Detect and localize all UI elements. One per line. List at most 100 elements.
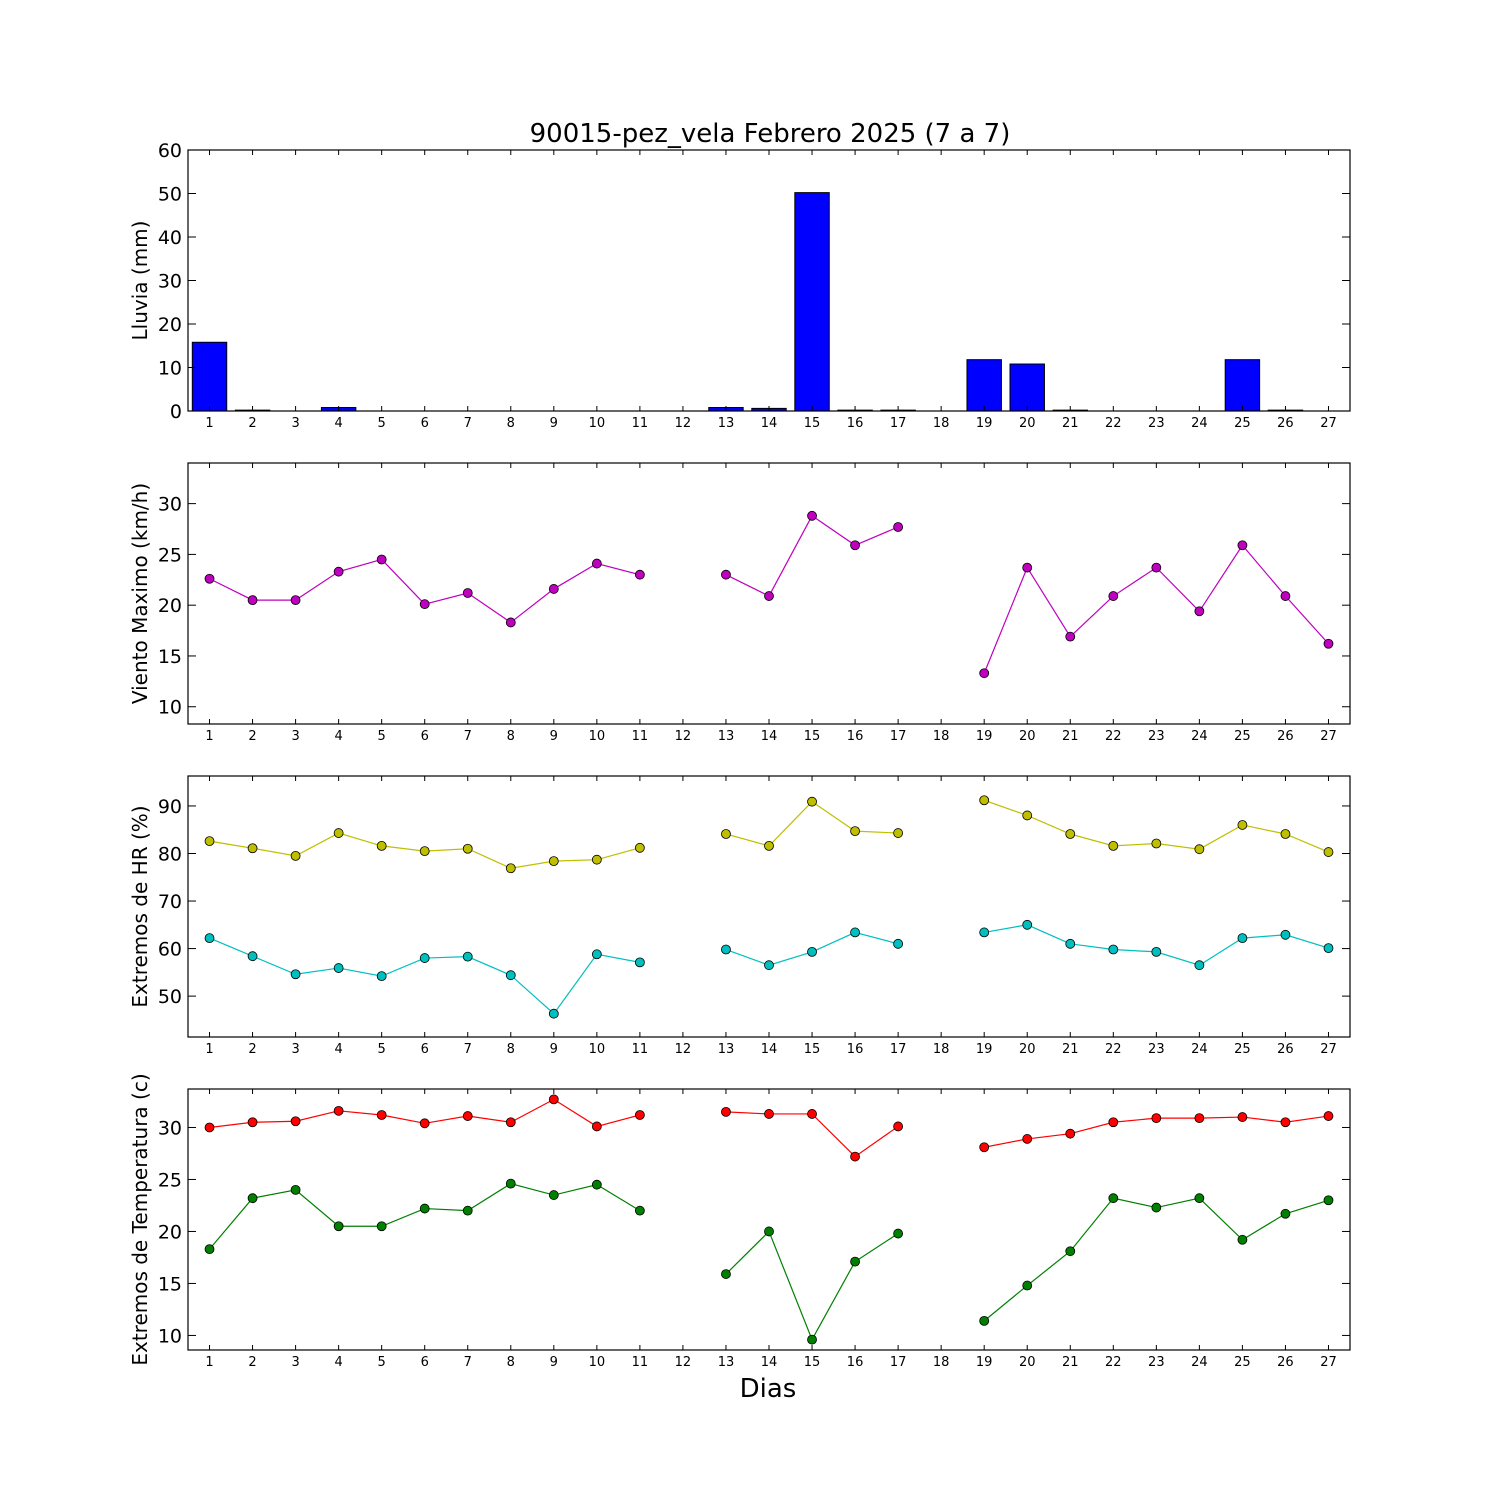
x-tick-label: 11 bbox=[632, 1355, 649, 1370]
chart-panel-2: 1 2 3 4 5 6 7 8 9 10 11 12 13 14 15 16 17 18 19 20 21 22 23 24 2… bbox=[128, 462, 1351, 744]
axes-frame bbox=[187, 775, 1351, 1038]
x-tick-label: 27 bbox=[1320, 729, 1337, 744]
x-tick-label: 19 bbox=[976, 729, 993, 744]
x-tick-label: 14 bbox=[761, 729, 778, 744]
series-1-point-day-24 bbox=[1194, 606, 1205, 617]
series-1-point-day-20 bbox=[1022, 1134, 1033, 1144]
x-tick-label: 24 bbox=[1191, 1355, 1208, 1370]
x-tick-label: 1 bbox=[205, 1042, 213, 1057]
series-2-line bbox=[983, 1197, 1329, 1322]
x-tick-label: 8 bbox=[507, 416, 515, 431]
series-1-point-day-2 bbox=[247, 595, 258, 605]
y-tick-label: 60 bbox=[158, 939, 182, 961]
series-1-point-day-9 bbox=[548, 1094, 559, 1105]
y-tick-label: 40 bbox=[158, 227, 182, 249]
series-1-point-day-9 bbox=[548, 856, 559, 866]
x-tick-label: 12 bbox=[675, 729, 692, 744]
x-tick-label: 15 bbox=[804, 416, 821, 431]
series-1-point-day-17 bbox=[893, 522, 904, 532]
axes-frame bbox=[187, 1088, 1351, 1351]
x-tick-label: 24 bbox=[1191, 416, 1208, 431]
series-2-point-day-21 bbox=[1065, 1246, 1076, 1257]
x-tick-label: 16 bbox=[847, 1355, 864, 1370]
series-1-point-day-13 bbox=[721, 1106, 731, 1117]
series-1-point-day-7 bbox=[462, 1111, 473, 1121]
series-2-point-day-16 bbox=[850, 927, 860, 938]
bar-day-15 bbox=[794, 192, 830, 412]
x-tick-label: 8 bbox=[507, 1042, 515, 1057]
series-2-point-day-14 bbox=[764, 960, 774, 971]
x-tick-label: 26 bbox=[1277, 416, 1294, 431]
series-1-point-day-10 bbox=[591, 558, 602, 569]
series-1-point-day-25 bbox=[1237, 1112, 1248, 1122]
series-1-point-day-27 bbox=[1323, 847, 1334, 857]
series-2-point-day-3 bbox=[290, 969, 301, 980]
series-1-point-day-19 bbox=[979, 795, 990, 806]
x-tick-label: 27 bbox=[1320, 1042, 1337, 1057]
x-tick-label: 17 bbox=[890, 1042, 907, 1057]
series-2-point-day-7 bbox=[462, 1205, 473, 1216]
series-2-point-day-1 bbox=[204, 1244, 215, 1255]
x-tick-label: 9 bbox=[550, 729, 558, 744]
series-1-point-day-15 bbox=[807, 510, 817, 521]
x-tick-label: 23 bbox=[1148, 1355, 1165, 1370]
series-1-point-day-19 bbox=[979, 668, 990, 679]
x-tick-label: 10 bbox=[589, 1355, 606, 1370]
series-2-point-day-25 bbox=[1237, 933, 1248, 944]
x-tick-label: 8 bbox=[507, 1355, 515, 1370]
series-2-point-day-16 bbox=[850, 1256, 860, 1267]
x-tick-label: 16 bbox=[847, 416, 864, 431]
x-tick-label: 18 bbox=[933, 729, 950, 744]
series-2-point-day-19 bbox=[979, 927, 990, 938]
y-tick-label: 0 bbox=[170, 401, 182, 423]
x-tick-label: 7 bbox=[464, 729, 472, 744]
y-tick-label: 15 bbox=[158, 1273, 182, 1295]
x-tick-label: 19 bbox=[976, 1355, 993, 1370]
series-2-point-day-27 bbox=[1323, 1195, 1334, 1206]
series-1-point-day-1 bbox=[204, 836, 215, 847]
series-1-line bbox=[725, 800, 899, 847]
series-1-point-day-15 bbox=[807, 1109, 817, 1119]
x-tick-label: 23 bbox=[1148, 1042, 1165, 1057]
series-2-point-day-24 bbox=[1194, 1193, 1205, 1204]
x-tick-label: 25 bbox=[1234, 729, 1251, 744]
chart-panels: 1 2 3 4 5 6 7 8 9 10 11 12 13 14 15 16 17 18 19 20 21 22 23 24 2… bbox=[128, 140, 1351, 1370]
y-tick-label: 20 bbox=[158, 314, 182, 336]
series-2-point-day-10 bbox=[591, 949, 602, 960]
x-tick-label: 2 bbox=[248, 1355, 256, 1370]
series-2-point-day-23 bbox=[1151, 1202, 1162, 1213]
x-tick-label: 9 bbox=[550, 416, 558, 431]
y-axis-label: Lluvia (mm) bbox=[128, 221, 152, 341]
series-1-point-day-6 bbox=[419, 599, 430, 610]
series-1-point-day-25 bbox=[1237, 540, 1248, 551]
x-tick-label: 21 bbox=[1062, 1042, 1079, 1057]
x-axis-label: Dias bbox=[740, 1374, 797, 1404]
x-tick-label: 6 bbox=[421, 1042, 429, 1057]
series-2-point-day-9 bbox=[548, 1008, 559, 1019]
series-2-point-day-21 bbox=[1065, 938, 1076, 949]
x-tick-label: 24 bbox=[1191, 1042, 1208, 1057]
y-tick-label: 10 bbox=[158, 1325, 182, 1347]
y-tick-label: 20 bbox=[158, 595, 182, 617]
x-tick-label: 23 bbox=[1148, 416, 1165, 431]
series-1-point-day-25 bbox=[1237, 820, 1248, 830]
y-tick-label: 50 bbox=[158, 184, 182, 206]
x-tick-label: 7 bbox=[464, 416, 472, 431]
x-tick-label: 6 bbox=[421, 1355, 429, 1370]
series-1-point-day-23 bbox=[1151, 562, 1162, 573]
series-1-point-day-14 bbox=[764, 840, 774, 851]
series-2-line bbox=[984, 924, 1329, 966]
series-1-point-day-22 bbox=[1108, 591, 1119, 601]
x-tick-label: 6 bbox=[421, 729, 429, 744]
y-tick-label: 30 bbox=[158, 1117, 182, 1139]
x-tick-label: 9 bbox=[550, 1042, 558, 1057]
x-tick-label: 2 bbox=[248, 416, 256, 431]
series-1-point-day-26 bbox=[1280, 829, 1291, 839]
series-2-line bbox=[725, 1230, 899, 1342]
x-tick-label: 21 bbox=[1062, 416, 1079, 431]
series-2-point-day-6 bbox=[419, 953, 430, 963]
x-tick-label: 1 bbox=[205, 416, 213, 431]
series-1-point-day-26 bbox=[1280, 1117, 1291, 1128]
series-1-point-day-14 bbox=[764, 591, 774, 601]
